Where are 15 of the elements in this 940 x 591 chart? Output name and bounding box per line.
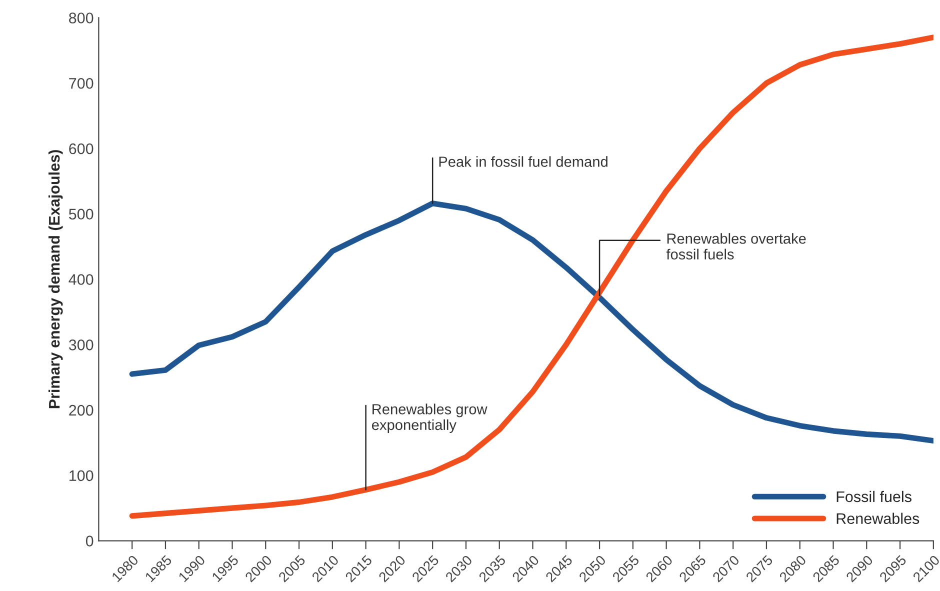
y-tick-label: 100 [70, 470, 94, 482]
legend-label: Renewables [836, 512, 920, 524]
y-tick-label: 400 [68, 274, 94, 285]
legend-label: Fossil fuels [836, 490, 912, 502]
annotation: Renewables grow exponentially [372, 404, 488, 433]
annotation: Renewables overtake fossil fuels [666, 233, 806, 260]
annotation: Peak in fossil fuel demand [439, 156, 608, 167]
y-tick-label: 700 [69, 78, 94, 89]
y-axis-title: Primary energy demand (Exajoules) [48, 150, 63, 408]
y-tick-label: 0 [86, 536, 94, 546]
y-tick-label: 500 [68, 208, 94, 220]
y-tick-label: 800 [69, 12, 94, 24]
y-tick-label: 200 [69, 404, 94, 416]
y-tick-label: 300 [68, 339, 94, 350]
y-tick-label: 600 [69, 143, 94, 154]
